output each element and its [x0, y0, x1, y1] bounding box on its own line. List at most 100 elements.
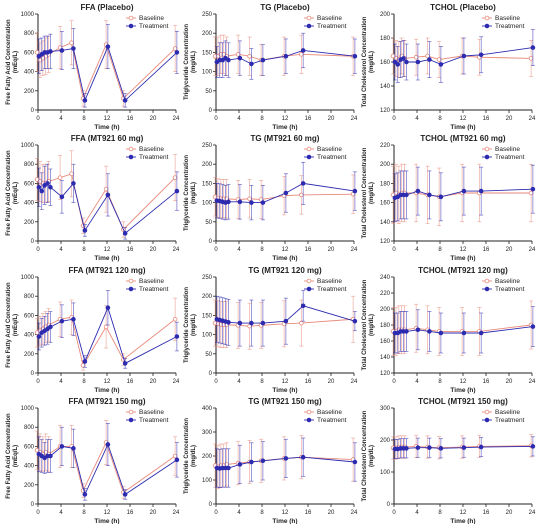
- x-tick-label: 24: [173, 510, 180, 516]
- data-point: [438, 446, 444, 451]
- y-tick-label: 250: [202, 275, 213, 281]
- y-tick-label: 100: [380, 470, 391, 476]
- y-tick-label: 160: [380, 60, 391, 66]
- data-point: [249, 61, 254, 67]
- x-tick-label: 8: [82, 379, 86, 385]
- x-tick-label: 0: [214, 116, 218, 122]
- y-tick-label: 180: [380, 323, 391, 329]
- y-tick-label: 50: [205, 352, 212, 358]
- series-baseline: [390, 37, 534, 78]
- y-tick-label: 0: [209, 371, 213, 377]
- data-point: [436, 57, 442, 62]
- data-point: [528, 190, 534, 196]
- data-point: [425, 53, 430, 59]
- legend-marker: [484, 409, 490, 415]
- x-tick-label: 20: [506, 379, 513, 385]
- y-tick-label: 1000: [21, 406, 35, 412]
- data-point: [59, 48, 65, 53]
- legend-label: Baseline: [139, 146, 164, 153]
- x-tick-label: 16: [483, 116, 490, 122]
- series-treatment: [392, 436, 536, 459]
- data-point: [249, 320, 254, 326]
- data-point: [226, 320, 231, 325]
- y-axis-unit-label: (mg/dL): [191, 445, 197, 467]
- legend-marker: [128, 146, 134, 152]
- x-tick-label: 12: [282, 379, 289, 385]
- legend-marker: [484, 417, 490, 423]
- y-tick-label: 200: [380, 438, 391, 444]
- data-point: [260, 320, 266, 326]
- data-point: [478, 52, 484, 58]
- x-tick-label: 8: [260, 510, 264, 516]
- y-axis-unit-label: (mg/dL): [369, 51, 375, 73]
- data-point: [530, 444, 536, 449]
- data-point: [438, 330, 444, 336]
- y-axis-unit-label: (mEq/L): [13, 445, 19, 467]
- y-tick-label: 100: [202, 333, 213, 339]
- series-treatment: [214, 32, 358, 80]
- y-axis-label: Triglyceride Concentration: [184, 287, 190, 363]
- y-tick-label: 160: [380, 339, 391, 345]
- y-tick-label: 600: [24, 50, 35, 56]
- legend-label: Baseline: [139, 278, 164, 285]
- chart-panel-5: TG (MT921 60 mg) 0 4 8 12 16 20 24 0 50 100 150 200 2…: [184, 134, 358, 262]
- y-tick-label: 100: [202, 70, 213, 76]
- data-point: [438, 194, 444, 200]
- x-tick-label: 16: [483, 510, 490, 516]
- chart-title: TCHOL (Placebo): [430, 3, 496, 12]
- data-point: [427, 192, 432, 198]
- x-tick-label: 8: [260, 379, 264, 385]
- data-point: [300, 303, 306, 309]
- series-treatment: [36, 24, 180, 108]
- data-point: [69, 40, 74, 46]
- x-tick-label: 24: [351, 116, 358, 122]
- chart-title: TG (MT921 150 mg): [248, 397, 322, 406]
- data-point: [478, 188, 484, 194]
- data-point: [103, 186, 109, 192]
- legend-marker: [484, 146, 490, 152]
- y-tick-label: 100: [202, 478, 213, 484]
- data-point: [172, 175, 178, 180]
- y-tick-label: 600: [24, 313, 35, 319]
- y-axis-label: Triglyceride Concentration: [184, 24, 190, 100]
- y-tick-label: 50: [205, 89, 212, 95]
- x-tick-label: 0: [214, 379, 218, 385]
- x-axis-label: Time (h): [272, 387, 297, 394]
- chart-panel-4: FFA (MT921 60 mg) 0 4 8 12 16 20 24 0 200 400 600 80…: [6, 134, 180, 262]
- chart-panel-8: TG (MT921 120 mg) 0 4 8 12 16 20 24 0 50 100 150 200…: [184, 266, 358, 394]
- data-point: [174, 50, 180, 55]
- y-axis-unit-label: (mg/dL): [369, 182, 375, 204]
- data-point: [283, 53, 289, 59]
- data-point: [34, 50, 40, 55]
- y-axis-unit-label: (mEq/L): [13, 182, 19, 204]
- x-tick-label: 0: [36, 510, 40, 516]
- y-tick-label: 200: [202, 294, 213, 300]
- series-treatment: [36, 423, 180, 501]
- legend-label: Baseline: [495, 146, 520, 153]
- y-tick-label: 250: [202, 143, 213, 149]
- legend-marker: [484, 286, 490, 292]
- legend-marker: [306, 23, 312, 29]
- data-point: [300, 48, 306, 53]
- legend-label: Treatment: [317, 417, 347, 424]
- chart-panel-12: TCHOL (MT921 150 mg) 0 4 8 12 16 20 24 0 100 200 30…: [362, 397, 536, 524]
- data-point: [172, 453, 178, 459]
- chart-title: FFA (Placebo): [80, 3, 133, 12]
- y-axis-label: Free Fatty Acid Concentration: [6, 282, 12, 368]
- x-tick-label: 12: [282, 116, 289, 122]
- chart-panel-9: TCHOL (MT921 120 mg) 0 4 8 12 16 20 24 120 140 160…: [362, 266, 536, 394]
- y-tick-label: 300: [380, 406, 391, 412]
- data-point: [401, 56, 406, 61]
- data-point: [105, 44, 111, 49]
- series-baseline: [34, 420, 178, 499]
- x-tick-label: 4: [59, 247, 63, 253]
- x-tick-label: 20: [328, 116, 335, 122]
- y-tick-label: 180: [380, 36, 391, 42]
- y-tick-label: 150: [202, 50, 213, 56]
- x-tick-label: 20: [506, 116, 513, 122]
- legend-marker: [484, 15, 490, 21]
- data-point: [352, 53, 358, 59]
